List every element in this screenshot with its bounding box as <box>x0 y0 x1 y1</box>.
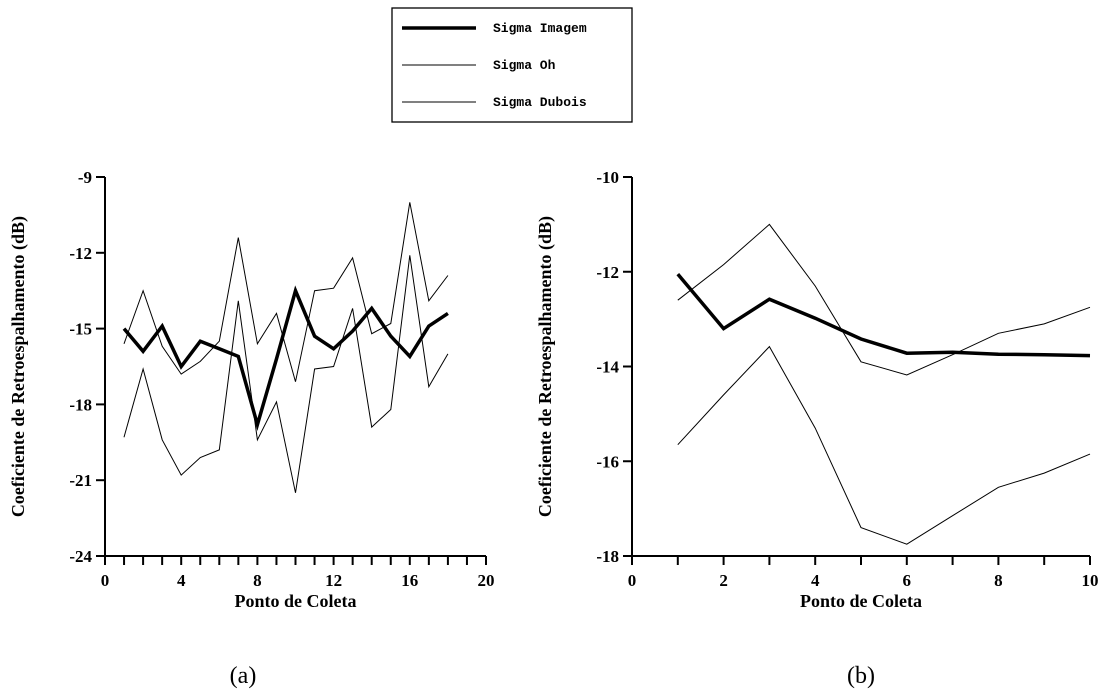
series-line-sigma-oh <box>123 202 449 382</box>
y-tick-label: -18 <box>596 547 619 566</box>
x-tick-label: 10 <box>1082 571 1099 590</box>
y-tick-label: -14 <box>596 358 619 377</box>
y-tick-label: -24 <box>69 547 92 566</box>
x-tick-label: 12 <box>325 571 342 590</box>
x-tick-label: 0 <box>101 571 110 590</box>
y-tick-label: -10 <box>596 168 619 187</box>
series-line-sigma-oh <box>677 223 1091 376</box>
y-axis-label: Coeficiente de Retroespalhamento (dB) <box>535 216 556 517</box>
y-tick-label: -15 <box>69 320 92 339</box>
y-tick-label: -21 <box>69 471 92 490</box>
legend-label-0: Sigma Imagem <box>493 21 587 36</box>
series-line-sigma-imagem <box>676 272 1091 358</box>
x-axis-label: Ponto de Coleta <box>235 591 357 611</box>
panel-label: (a) <box>230 663 257 689</box>
x-tick-label: 20 <box>478 571 495 590</box>
legend-label-2: Sigma Dubois <box>493 95 587 110</box>
y-axis-label: Coeficiente de Retroespalhamento (dB) <box>8 216 29 517</box>
x-tick-label: 4 <box>811 571 820 590</box>
chart-b: -18 -16 -14 -12 -10 0 2 4 6 8 10 Ponto de Coleta Coe… <box>535 168 1099 689</box>
series-line-sigma-dubois <box>123 255 449 493</box>
legend-label-1: Sigma Oh <box>493 58 556 73</box>
y-tick-label: -9 <box>78 168 92 187</box>
series-line-sigma-imagem <box>122 285 449 431</box>
series-line-sigma-dubois <box>677 345 1091 545</box>
x-tick-label: 0 <box>628 571 637 590</box>
legend: Sigma Imagem Sigma Oh Sigma Dubois <box>391 7 633 123</box>
x-tick-label: 8 <box>994 571 1003 590</box>
x-tick-label: 8 <box>253 571 262 590</box>
x-tick-label: 16 <box>401 571 418 590</box>
x-axis-label: Ponto de Coleta <box>800 591 922 611</box>
chart-a: -24 -21 -18 -15 -12 -9 0 4 8 12 16 20 Ponto de Colet… <box>8 168 495 689</box>
y-tick-label: -12 <box>596 263 619 282</box>
y-tick-label: -16 <box>596 452 619 471</box>
x-tick-label: 4 <box>177 571 186 590</box>
x-tick-label: 2 <box>719 571 728 590</box>
x-tick-label: 6 <box>903 571 912 590</box>
panel-label: (b) <box>847 663 875 689</box>
y-tick-label: -12 <box>69 244 92 263</box>
y-tick-label: -18 <box>69 395 92 414</box>
